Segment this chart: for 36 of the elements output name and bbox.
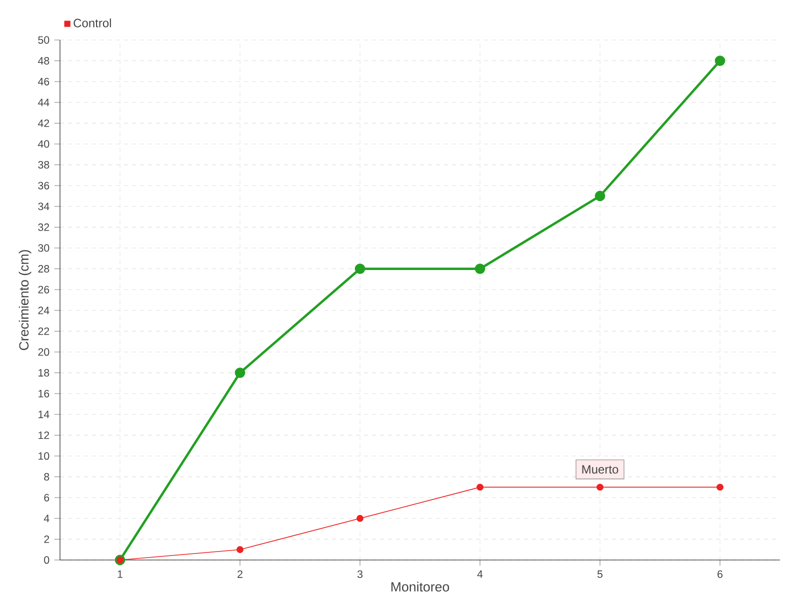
- x-tick-label: 5: [597, 570, 603, 578]
- x-tick-label: 2: [238, 570, 242, 578]
- x-tick-label: 4: [477, 570, 483, 578]
- x-axis-title: Monitoreo: [391, 582, 450, 592]
- y-tick-label: 46: [38, 78, 50, 86]
- y-tick-label: 24: [38, 306, 50, 314]
- y-tick-label: 0: [44, 556, 50, 564]
- y-tick-label: 18: [38, 369, 50, 377]
- y-tick-label: 26: [38, 286, 50, 294]
- y-tick-label: 32: [38, 223, 50, 231]
- legend-label: Control: [74, 18, 111, 28]
- y-tick-label: 6: [44, 494, 50, 502]
- y-tick-label: 12: [38, 431, 50, 439]
- y-tick-label: 38: [38, 161, 50, 169]
- y-tick-label: 22: [38, 327, 50, 335]
- y-tick-label: 42: [38, 119, 50, 127]
- x-tick-label: 3: [357, 570, 362, 578]
- x-tick-label: 1: [118, 570, 122, 578]
- y-tick-label: 44: [38, 98, 50, 106]
- annotation: Muerto: [582, 465, 618, 474]
- y-tick-label: 10: [38, 452, 50, 460]
- y-tick-label: 8: [44, 473, 50, 481]
- x-tick-label: 6: [718, 570, 722, 578]
- y-tick-label: 34: [38, 202, 50, 210]
- y-tick-label: 30: [38, 244, 50, 252]
- y-tick-label: 4: [44, 514, 50, 522]
- y-tick-label: 36: [38, 182, 50, 190]
- y-axis-title: Crecimiento (cm): [18, 250, 32, 350]
- y-tick-label: 50: [38, 36, 50, 44]
- y-tick-label: 16: [38, 390, 50, 398]
- y-tick-label: 20: [38, 348, 50, 356]
- y-tick-label: 40: [38, 140, 50, 148]
- y-tick-label: 48: [38, 57, 50, 65]
- y-tick-label: 14: [38, 410, 50, 418]
- y-tick-label: 2: [44, 535, 50, 543]
- y-tick-label: 28: [38, 265, 50, 273]
